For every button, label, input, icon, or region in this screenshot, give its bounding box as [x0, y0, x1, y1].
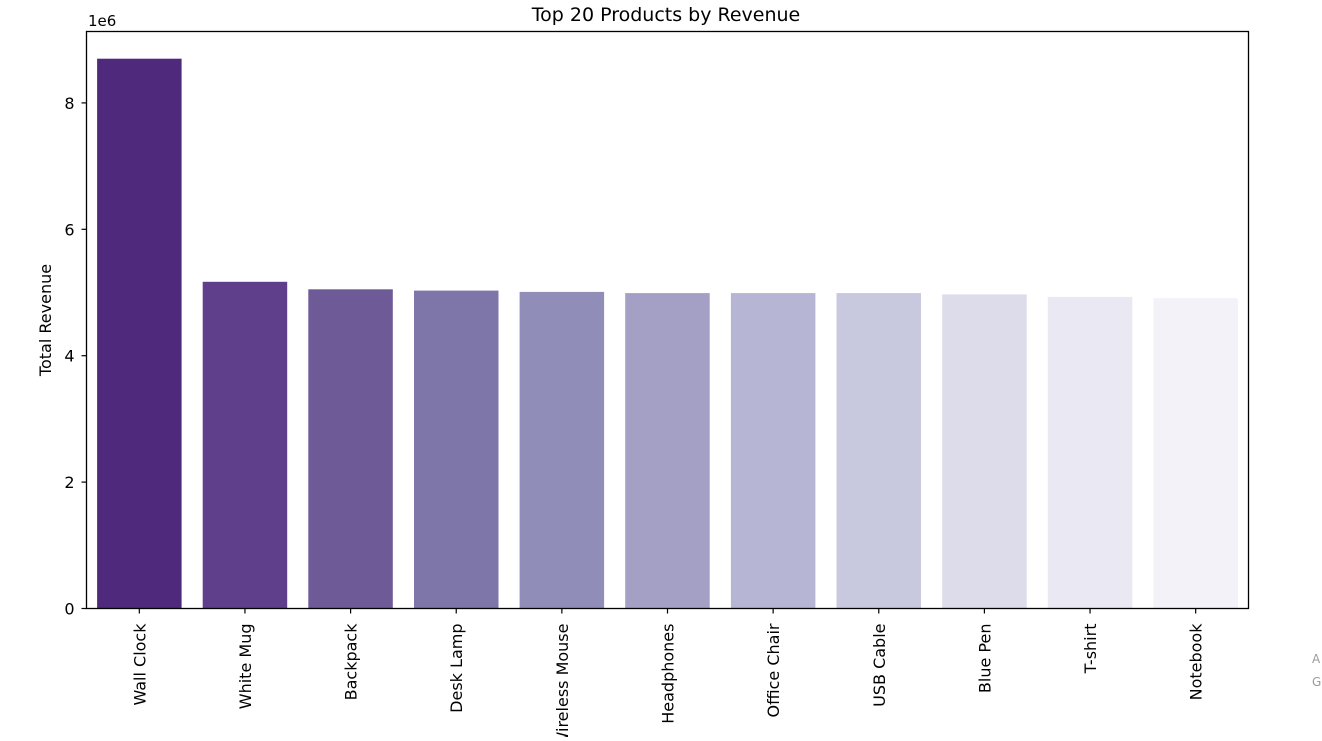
x-tick-label: Desk Lamp — [447, 624, 466, 713]
y-axis-ticks: 0 2 4 6 8 — [64, 94, 87, 619]
x-tick-label: USB Cable — [870, 624, 889, 707]
bar-white-mug — [202, 281, 288, 609]
bar-t-shirt — [1047, 296, 1133, 609]
bars-layer — [97, 58, 1238, 609]
bar-notebook — [1153, 298, 1238, 609]
bar-wall-clock — [97, 58, 182, 609]
bar-usb-cable — [836, 293, 921, 609]
bar-desk-lamp — [414, 290, 499, 609]
y-axis-label: Total Revenue — [36, 264, 55, 377]
x-tick-label: Office Chair — [764, 623, 783, 717]
side-text-g: G — [1312, 675, 1322, 689]
side-text-a: A — [1312, 652, 1321, 666]
y-offset-label: 1e6 — [88, 12, 116, 30]
x-tick-label: Notebook — [1187, 623, 1206, 701]
x-tick-label: T-shirt — [1081, 624, 1100, 675]
bar-backpack — [308, 289, 393, 609]
bar-blue-pen — [942, 294, 1027, 609]
bar-headphones — [625, 293, 710, 609]
bar-wireless-mouse — [519, 291, 605, 609]
y-tick-label: 4 — [64, 347, 74, 366]
y-tick-label: 8 — [64, 94, 74, 113]
x-tick-label: Backpack — [342, 623, 361, 701]
y-tick-label: 0 — [64, 600, 74, 619]
x-axis-ticks: Wall Clock White Mug Backpack Desk Lamp Wire… — [130, 608, 1206, 741]
plot-frame — [85, 30, 1250, 610]
y-tick-label: 6 — [64, 220, 74, 239]
x-tick-label: Blue Pen — [975, 624, 994, 694]
x-tick-label: Headphones — [659, 624, 678, 724]
bar-office-chair — [730, 293, 816, 609]
x-tick-label: Wall Clock — [130, 623, 149, 706]
chart-title: Top 20 Products by Revenue — [531, 4, 801, 26]
y-tick-label: 2 — [64, 473, 74, 492]
x-tick-label: White Mug — [236, 624, 255, 710]
x-tick-label: Wireless Mouse — [553, 624, 572, 738]
